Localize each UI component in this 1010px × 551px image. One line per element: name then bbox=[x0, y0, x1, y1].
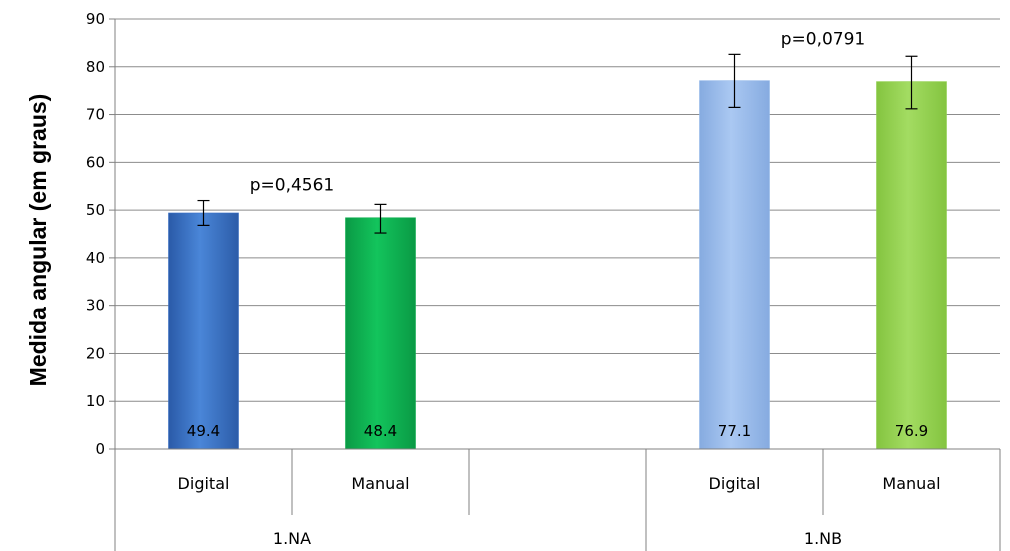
category-label: Manual bbox=[351, 474, 409, 493]
group-label: 1.NB bbox=[804, 529, 842, 548]
y-tick-label: 20 bbox=[86, 344, 105, 362]
bar-value-label: 48.4 bbox=[364, 422, 397, 440]
y-tick-label: 40 bbox=[86, 249, 105, 267]
y-tick-label: 80 bbox=[86, 58, 105, 76]
category-label: Digital bbox=[709, 474, 761, 493]
bar-1.NA-Digital bbox=[168, 212, 239, 450]
category-label: Digital bbox=[178, 474, 230, 493]
bar-value-label: 49.4 bbox=[187, 422, 220, 440]
y-tick-label: 10 bbox=[86, 392, 105, 410]
p-value-annotation: p=0,4561 bbox=[250, 176, 335, 196]
y-axis-label: Medida angular (em graus) bbox=[25, 94, 51, 387]
y-tick-label: 70 bbox=[86, 106, 105, 124]
p-value-annotation: p=0,0791 bbox=[781, 29, 866, 49]
y-tick-label: 50 bbox=[86, 201, 105, 219]
y-tick-label: 90 bbox=[86, 10, 105, 28]
y-tick-label: 0 bbox=[95, 440, 105, 458]
group-label: 1.NA bbox=[273, 529, 311, 548]
bar-value-label: 77.1 bbox=[718, 422, 751, 440]
bar-value-label: 76.9 bbox=[895, 422, 928, 440]
bar-1.NB-Manual bbox=[876, 81, 947, 450]
bar-1.NA-Manual bbox=[345, 217, 416, 450]
y-tick-label: 30 bbox=[86, 297, 105, 315]
category-label: Manual bbox=[882, 474, 940, 493]
y-tick-label: 60 bbox=[86, 153, 105, 171]
bar-1.NB-Digital bbox=[699, 80, 770, 450]
